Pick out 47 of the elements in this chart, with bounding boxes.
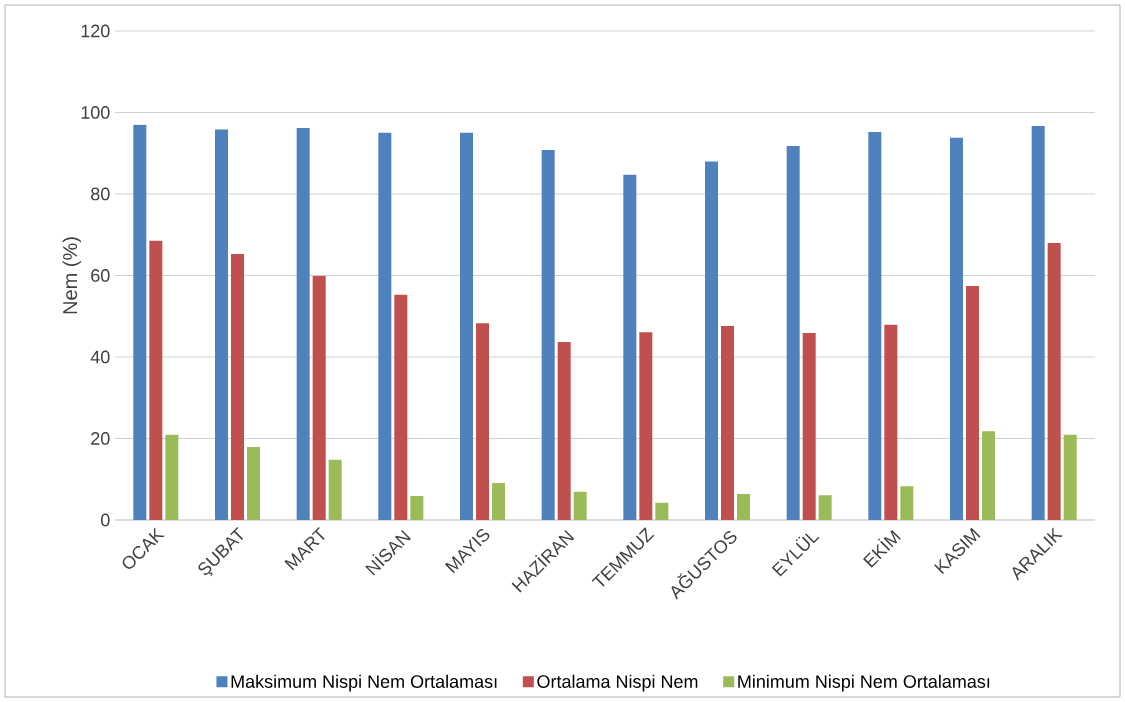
- bar: [296, 127, 310, 520]
- bar: [623, 174, 637, 520]
- bar: [1063, 434, 1077, 520]
- bar: [639, 332, 653, 520]
- bar: [460, 132, 474, 520]
- bar: [378, 132, 392, 520]
- bar: [165, 434, 179, 520]
- bar: [900, 486, 914, 520]
- y-tick-label: 20: [91, 432, 110, 445]
- bar: [655, 502, 669, 520]
- bar: [557, 341, 571, 520]
- bar: [884, 324, 898, 520]
- bar: [247, 447, 261, 520]
- bar: [328, 459, 342, 520]
- y-tick-label: 40: [90, 350, 110, 364]
- y-tick-label: 80: [91, 187, 110, 201]
- bar: [541, 149, 555, 520]
- bar: [133, 124, 147, 520]
- bar: [573, 491, 587, 520]
- bar: [802, 332, 816, 520]
- bar: [231, 253, 244, 520]
- bar: [1031, 125, 1045, 520]
- bar: [312, 275, 326, 520]
- bar: [410, 495, 424, 520]
- bar: [1047, 242, 1061, 520]
- y-tick-label: 60: [91, 269, 110, 282]
- y-tick-label: 120: [81, 24, 110, 38]
- bar: [966, 286, 979, 520]
- bar: [149, 240, 163, 520]
- bar: [705, 161, 719, 520]
- bar: [982, 431, 996, 520]
- legend-label: Ortalama Nispi Nem: [537, 674, 698, 692]
- bar: [394, 294, 408, 520]
- bar: [215, 129, 229, 520]
- bar: [950, 137, 963, 520]
- bar: [737, 493, 751, 520]
- y-tick-label: 0: [101, 513, 110, 527]
- bar: [721, 326, 734, 520]
- y-axis-title: Nem (%): [62, 237, 82, 314]
- y-tick-label: 100: [81, 106, 110, 119]
- legend-label: Minimum Nispi Nem Ortalaması: [738, 674, 990, 692]
- legend-label: Maksimum Nispi Nem Ortalaması: [231, 674, 497, 692]
- bar: [868, 132, 882, 520]
- bar: [492, 482, 506, 520]
- bar: [786, 145, 800, 520]
- bar: [476, 323, 489, 520]
- bar: [818, 495, 832, 520]
